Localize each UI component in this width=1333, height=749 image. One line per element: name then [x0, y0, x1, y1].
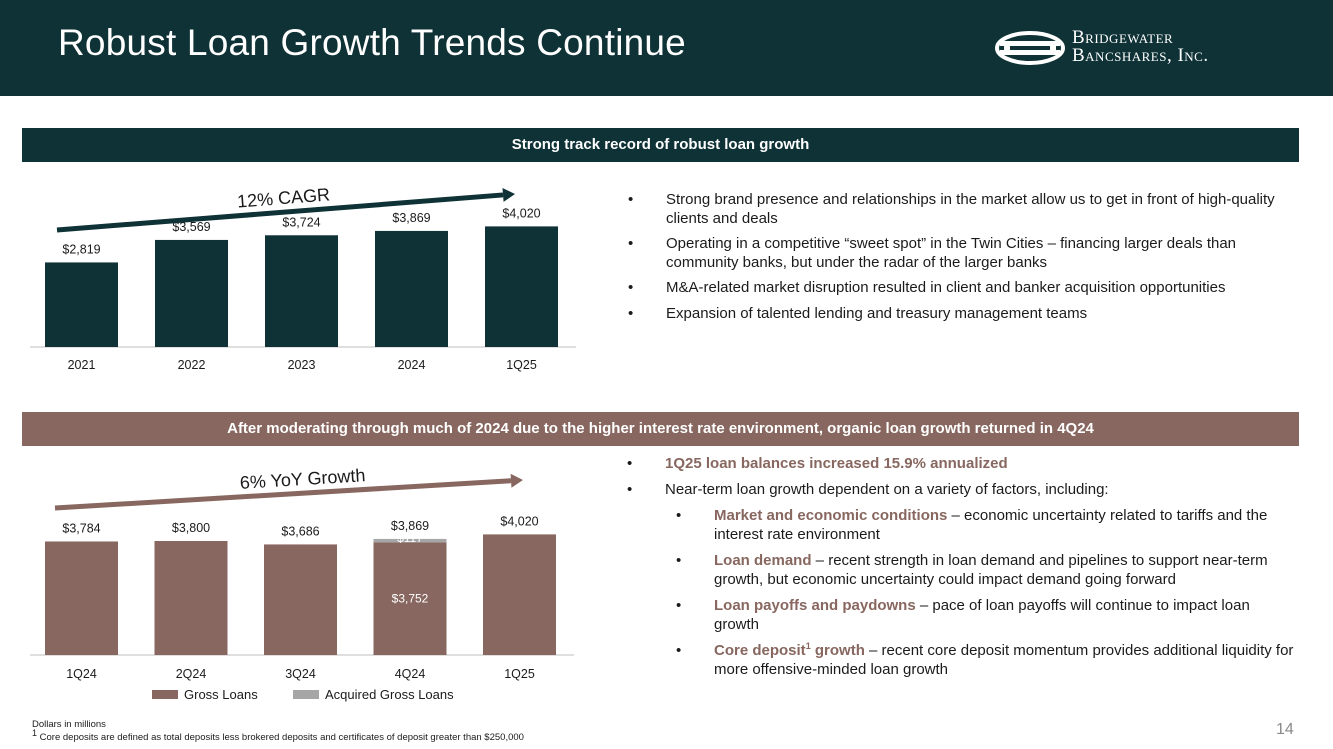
chart2-segment-label-acquired: $117	[397, 531, 423, 545]
chart1-bar	[265, 235, 338, 347]
page-title: Robust Loan Growth Trends Continue	[58, 22, 686, 63]
company-logo: Bridgewater Bancshares, Inc.	[994, 26, 1269, 72]
chart2-bar-acquired-gross-loans	[373, 538, 447, 543]
chart2-bar-gross-loans	[45, 541, 118, 655]
sub-item-lead-part1: Core deposit	[714, 642, 806, 659]
sub-list-item: Core deposit1 growth – recent core depos…	[674, 642, 1295, 679]
list-item-text: Near-term loan growth dependent on a var…	[665, 480, 1109, 498]
legend-acquired-gross-loans: Acquired Gross Loans	[293, 687, 454, 702]
sub-list-item: Loan payoffs and paydowns – pace of loan…	[674, 597, 1295, 634]
sub-item-text: – economic uncertainty related to tariff…	[714, 507, 1268, 543]
chart1-x-tick-label: 2024	[398, 358, 426, 372]
chart2-bar-gross-loans	[483, 534, 556, 655]
chart1-data-label: $3,569	[172, 220, 210, 234]
list-item: Expansion of talented lending and treasu…	[626, 305, 1286, 324]
chart1-x-tick-label: 2022	[178, 358, 206, 372]
logo-emblem-icon	[995, 31, 1065, 65]
chart2-x-tick-label: 2Q24	[176, 667, 207, 681]
logo-text-line2: Bancshares, Inc.	[1072, 45, 1209, 66]
sub-item-text: – recent strength in loan demand and pip…	[714, 552, 1268, 588]
chart1-x-tick-label: 2023	[288, 358, 316, 372]
chart1-bar	[45, 262, 118, 347]
chart1-bar	[485, 226, 558, 347]
legend-label-acquired-gross-loans: Acquired Gross Loans	[325, 687, 454, 702]
highlight-text: 1Q25 loan balances increased 15.9% annua…	[665, 455, 1008, 472]
legend-gross-loans: Gross Loans	[152, 687, 258, 702]
sub-list-item: Loan demand – recent strength in loan de…	[674, 552, 1295, 589]
footnote-marker: 1	[32, 727, 38, 738]
section2-bullets: 1Q25 loan balances increased 15.9% annua…	[625, 455, 1295, 687]
sub-item-lead: Loan payoffs and paydowns	[714, 597, 916, 614]
chart1-data-label: $2,819	[62, 242, 100, 256]
chart1-x-tick-label: 2021	[68, 358, 96, 372]
list-item: Operating in a competitive “sweet spot” …	[626, 235, 1286, 272]
chart1-data-label: $3,724	[282, 215, 320, 229]
chart2-total-label: $3,800	[172, 521, 210, 535]
sub-bullets: Market and economic conditions – economi…	[674, 507, 1295, 679]
chart1-bar	[375, 230, 448, 347]
chart2-total-label: $3,784	[62, 521, 100, 535]
sub-item-lead: Loan demand	[714, 552, 812, 569]
footnote-definition: 1 Core deposits are defined as total dep…	[32, 727, 524, 744]
chart2-trend-arrow-shaft	[54, 478, 512, 511]
sub-item-text: – recent core deposit momentum provides …	[714, 642, 1294, 678]
section1-bullets: Strong brand presence and relationships …	[626, 191, 1286, 330]
list-item: Near-term loan growth dependent on a var…	[625, 481, 1295, 680]
chart2-total-label: $4,020	[500, 514, 538, 528]
chart1-trend-arrow-shaft	[56, 192, 504, 233]
page-number: 14	[1276, 721, 1294, 738]
header-bar: Robust Loan Growth Trends Continue Bridg…	[0, 0, 1333, 96]
chart2-segment-label-gross: $3,752	[392, 592, 429, 606]
sub-list-item: Market and economic conditions – economi…	[674, 507, 1295, 544]
footnote-definition-text: Core deposits are defined as total depos…	[37, 732, 524, 743]
chart2-x-tick-label: 1Q24	[66, 667, 97, 681]
section2-banner: After moderating through much of 2024 du…	[22, 412, 1299, 446]
chart1-bar	[155, 239, 228, 347]
legend-swatch-acquired-gross-loans	[293, 690, 319, 700]
chart2-bar-gross-loans	[373, 542, 447, 655]
chart2-x-tick-label: 4Q24	[395, 667, 426, 681]
sub-item-text: – pace of loan payoffs will continue to …	[714, 597, 1250, 633]
chart2-total-label: $3,686	[281, 524, 319, 538]
chart2-bar-gross-loans	[264, 544, 337, 655]
footnote: Dollars in millions 1 Core deposits are …	[32, 718, 524, 744]
chart2-bar-gross-loans	[154, 541, 228, 655]
logo-text-line1: Bridgewater	[1072, 27, 1174, 48]
footnote-marker: 1	[805, 641, 811, 651]
chart1-data-label: $3,869	[392, 211, 430, 225]
chart2-total-label: $3,869	[391, 519, 429, 533]
chart2-trend-arrow-head	[510, 473, 523, 488]
list-item: Strong brand presence and relationships …	[626, 191, 1286, 228]
legend-swatch-gross-loans	[152, 690, 178, 700]
chart2-x-tick-label: 3Q24	[285, 667, 316, 681]
chart1-x-tick-label: 1Q25	[506, 358, 537, 372]
footnote-units: Dollars in millions	[32, 719, 106, 730]
section1-banner: Strong track record of robust loan growt…	[22, 128, 1299, 162]
chart1-trend-arrow-head	[502, 187, 515, 202]
sub-item-lead: Core deposit1 growth	[714, 641, 865, 660]
chart1-data-label: $4,020	[502, 206, 540, 220]
legend-label-gross-loans: Gross Loans	[184, 687, 258, 702]
sub-item-lead-part2: growth	[810, 642, 865, 659]
chart2-x-tick-label: 1Q25	[504, 667, 535, 681]
sub-item-lead: Market and economic conditions	[714, 507, 948, 524]
list-item: 1Q25 loan balances increased 15.9% annua…	[625, 455, 1295, 474]
list-item: M&A-related market disruption resulted i…	[626, 279, 1286, 298]
